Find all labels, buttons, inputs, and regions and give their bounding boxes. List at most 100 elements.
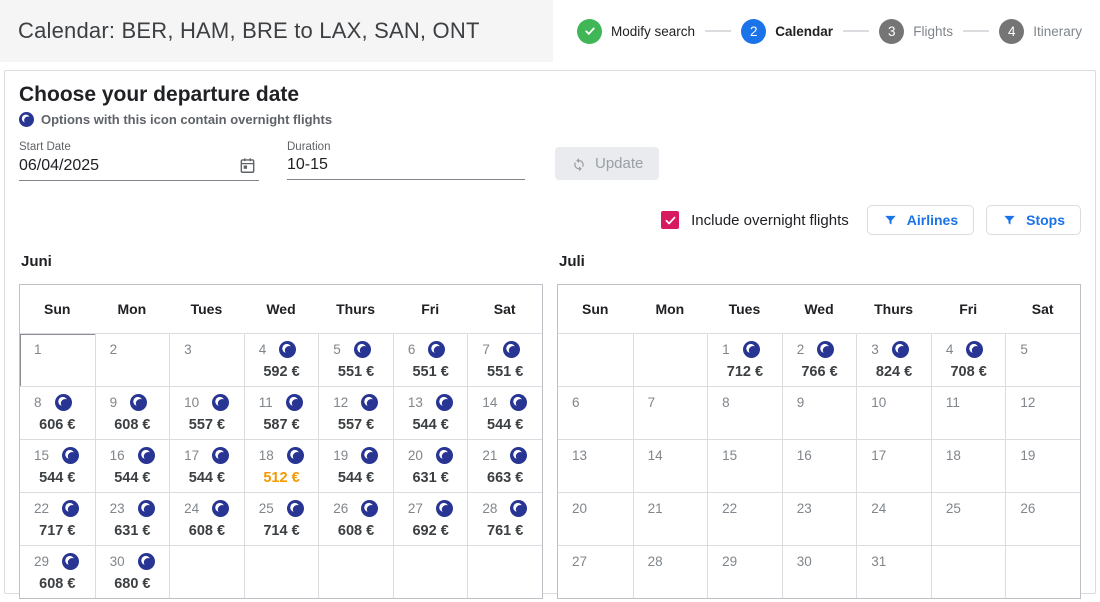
price-label: 766 €	[801, 364, 838, 380]
calendar-week-row: 27 28 29 30 31	[558, 545, 1080, 598]
calendar-day-cell[interactable]: 25 714 €	[243, 492, 319, 545]
duration-field[interactable]: Duration	[287, 141, 525, 180]
calendar-day-cell[interactable]: 17 544 €	[169, 439, 244, 492]
price-label: 544 €	[337, 470, 375, 486]
calendar-day-cell[interactable]: 14 544 €	[467, 386, 542, 439]
weekday-header: Mon	[655, 301, 685, 317]
price-label: 551 €	[487, 364, 524, 380]
overnight-moon-icon	[137, 446, 155, 464]
step-label: Itinerary	[1033, 23, 1082, 39]
calendar-day-cell[interactable]: 23 631 €	[94, 492, 170, 545]
calendar-day-cell[interactable]: 1 712 €	[707, 333, 782, 386]
day-number: 31	[871, 553, 887, 569]
calendar-day-cell[interactable]: 6 551 €	[392, 333, 468, 386]
page-title: Calendar: BER, HAM, BRE to LAX, SAN, ONT	[18, 18, 480, 43]
calendar-day-cell[interactable]: 26 608 €	[318, 492, 393, 545]
overnight-moon-icon	[212, 446, 230, 464]
day-number: 5	[333, 341, 341, 357]
calendar-day-cell: 20	[558, 492, 633, 545]
step-calendar[interactable]: 2 Calendar	[741, 18, 833, 44]
step-connector	[843, 30, 870, 32]
step-number-badge: 3	[879, 18, 905, 44]
price-label: 631 €	[412, 470, 449, 486]
day-number: 18	[258, 447, 274, 463]
airlines-filter-button[interactable]: Airlines	[866, 205, 975, 235]
overnight-moon-icon	[891, 340, 909, 358]
calendar-day-cell[interactable]: 16 544 €	[94, 439, 170, 492]
calendar-day-cell[interactable]: 28 761 €	[467, 492, 542, 545]
calendar-picker-button[interactable]	[236, 156, 259, 175]
calendar-day-cell: 18	[930, 439, 1006, 492]
calendar-day-cell[interactable]: 7 551 €	[467, 333, 542, 386]
calendar-empty-cell	[1005, 545, 1080, 598]
day-number: 23	[109, 500, 125, 516]
overnight-moon-icon	[502, 340, 520, 358]
include-overnight-checkbox[interactable]	[661, 211, 680, 229]
step-itinerary[interactable]: 4 Itinerary	[999, 18, 1082, 44]
overnight-moon-icon	[212, 499, 230, 517]
weekday-header: Tues	[190, 301, 223, 317]
calendar-day-cell[interactable]: 13 544 €	[392, 386, 468, 439]
calendar-day-cell: 13	[558, 439, 633, 492]
day-number: 14	[647, 447, 663, 463]
start-date-field[interactable]: Start Date	[19, 141, 259, 181]
calendar-day-cell[interactable]: 8 606 €	[20, 386, 95, 439]
calendar-day-cell[interactable]: 2 766 €	[781, 333, 857, 386]
calendar-day-cell[interactable]: 27 692 €	[392, 492, 468, 545]
calendar-day-cell[interactable]: 11 587 €	[243, 386, 319, 439]
calendar-day-cell[interactable]: 30 680 €	[94, 545, 170, 598]
step-flights[interactable]: 3 Flights	[879, 18, 953, 44]
overnight-note: Options with this icon contain overnight…	[19, 112, 1081, 127]
calendar-day-cell[interactable]: 20 631 €	[392, 439, 468, 492]
day-number: 29	[34, 553, 50, 569]
price-label: 680 €	[114, 576, 151, 592]
calendar-day-cell[interactable]: 19 544 €	[318, 439, 393, 492]
start-date-input[interactable]	[19, 156, 236, 175]
panel-heading: Choose your departure date	[19, 83, 300, 106]
price-label: 714 €	[263, 523, 300, 539]
calendar-day-cell: 3	[169, 333, 244, 386]
month-title: Juli	[559, 253, 585, 270]
overnight-moon-icon	[361, 446, 379, 464]
overnight-moon-icon	[742, 340, 760, 358]
calendar-day-cell[interactable]: 18 512 €	[243, 439, 319, 492]
price-label: 544 €	[412, 417, 449, 433]
calendar-day-cell[interactable]: 4 708 €	[930, 333, 1006, 386]
stops-filter-button[interactable]: Stops	[986, 205, 1081, 235]
calendar-day-cell[interactable]: 4 592 €	[243, 333, 319, 386]
day-number: 2	[796, 341, 805, 357]
calendar-day-cell[interactable]: 5 551 €	[318, 333, 393, 386]
day-number: 10	[871, 394, 887, 410]
calendar-day-cell[interactable]: 3 824 €	[856, 333, 931, 386]
calendar-day-cell[interactable]: 21 663 €	[467, 439, 542, 492]
day-number: 27	[407, 500, 423, 516]
day-number: 19	[333, 447, 349, 463]
calendar-day-cell[interactable]: 24 608 €	[169, 492, 244, 545]
day-number: 24	[184, 500, 200, 516]
calendar-empty-cell	[467, 545, 542, 598]
calendar-day-cell[interactable]: 9 608 €	[94, 386, 170, 439]
day-number: 21	[647, 500, 663, 516]
step-modify-search[interactable]: Modify search	[577, 18, 695, 44]
overnight-moon-icon	[137, 499, 155, 517]
duration-input[interactable]	[287, 156, 525, 174]
calendar-day-cell[interactable]: 15 544 €	[20, 439, 95, 492]
day-number: 21	[482, 447, 498, 463]
calendar-day-cell: 31	[856, 545, 931, 598]
day-number: 7	[482, 341, 490, 357]
weekday-header-row: Sun Mon Tues Wed Thurs Fri Sat	[558, 285, 1080, 333]
calendar-week-row: 20 21 22 23 24 25 26	[558, 492, 1080, 545]
calendar-grid: Sun Mon Tues Wed Thurs Fri Sat 1 2 3 4 592 €5 551 €6…	[19, 284, 543, 599]
calendar-empty-cell	[243, 545, 319, 598]
calendar-week-row: 13 14 15 16 17 18 19	[558, 439, 1080, 492]
calendar-day-cell[interactable]: 22 717 €	[20, 492, 95, 545]
calendar-week-row: 1 2 3 4 592 € 5 551 € 6 551 € 7 551 €	[20, 333, 542, 386]
calendar-day-cell[interactable]: 10 557 €	[169, 386, 244, 439]
weekday-header: Fri	[959, 301, 978, 317]
calendar-day-cell: 17	[856, 439, 931, 492]
day-number: 1	[34, 341, 42, 357]
calendar-day-cell[interactable]: 29 608 €	[20, 545, 95, 598]
calendar-day-cell[interactable]: 12 557 €	[318, 386, 393, 439]
day-number: 8	[34, 394, 42, 410]
update-button[interactable]: Update	[555, 147, 660, 180]
